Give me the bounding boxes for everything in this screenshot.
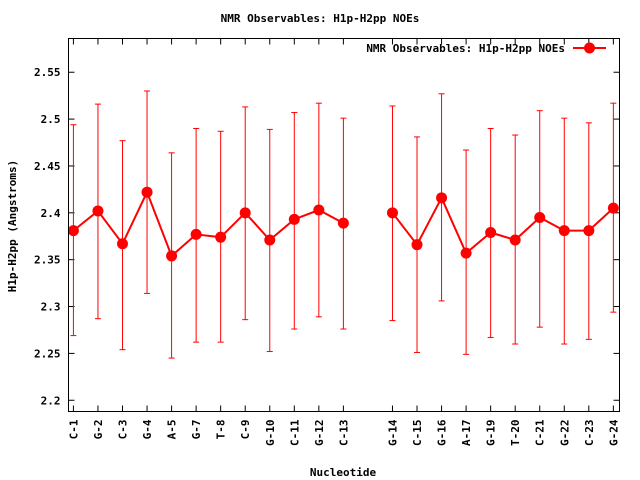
legend: NMR Observables: H1p-H2pp NOEs (366, 42, 606, 55)
x-tick-label: G-7 (190, 420, 203, 440)
x-axis-label: Nucleotide (310, 466, 377, 479)
x-tick-label: G-10 (264, 420, 277, 447)
x-tick-label: A-17 (460, 420, 473, 447)
legend-label: NMR Observables: H1p-H2pp NOEs (366, 42, 565, 55)
data-point (509, 234, 521, 246)
x-tick-label: G-12 (313, 420, 326, 447)
y-tick-label: 2.5 (41, 113, 61, 126)
data-point (92, 205, 104, 217)
data-point (534, 212, 546, 224)
y-tick-label: 2.3 (41, 301, 61, 314)
x-tick-label: C-9 (239, 420, 252, 440)
x-tick-label: G-24 (607, 419, 620, 446)
x-tick-label: T-8 (215, 420, 228, 440)
x-tick-label: G-2 (92, 420, 105, 440)
data-point (558, 225, 570, 237)
data-point (190, 228, 202, 240)
data-point (337, 217, 349, 229)
y-tick-label: 2.25 (34, 347, 61, 360)
x-tick-label: C-15 (411, 420, 424, 447)
x-tick-label: C-3 (116, 420, 129, 440)
x-tick-label: C-23 (583, 420, 596, 447)
data-point (67, 225, 79, 237)
x-tick-label: A-5 (166, 420, 179, 440)
data-point (386, 207, 398, 219)
y-axis-label: H1p-H2pp (Angstroms) (6, 160, 19, 292)
data-point (583, 225, 595, 237)
x-tick-label: T-20 (509, 420, 522, 447)
y-tick-label: 2.35 (34, 254, 61, 267)
data-point (264, 234, 276, 246)
series-line (391, 195, 615, 255)
y-tick-label: 2.55 (34, 66, 61, 79)
data-point (166, 250, 178, 262)
data-point (239, 207, 251, 219)
x-tick-label: G-14 (386, 419, 399, 446)
data-point (485, 226, 497, 238)
data-point (141, 186, 153, 198)
x-tick-label: C-21 (534, 419, 547, 446)
data-point (313, 204, 325, 216)
x-tick-label: G-22 (558, 420, 571, 447)
data-point (288, 213, 300, 225)
x-tick-label: C-13 (337, 420, 350, 447)
x-tick-label: G-4 (141, 419, 154, 439)
y-tick-label: 2.4 (41, 207, 61, 220)
series-line (72, 189, 344, 258)
chart-title: NMR Observables: H1p-H2pp NOEs (221, 12, 420, 25)
legend-marker-sample (584, 42, 595, 54)
data-point (215, 231, 227, 243)
data-point (411, 239, 423, 251)
y-tick-label: 2.2 (41, 394, 61, 407)
y-tick-label: 2.45 (34, 160, 61, 173)
plot-frame (68, 38, 620, 412)
data-point (607, 202, 619, 214)
x-tick-label: C-1 (67, 419, 80, 439)
x-tick-label: G-16 (436, 419, 449, 446)
x-tick-label: C-11 (288, 419, 301, 446)
data-point (436, 192, 448, 204)
data-point (460, 247, 472, 259)
data-point (116, 238, 128, 250)
x-tick-label: G-19 (485, 420, 498, 447)
